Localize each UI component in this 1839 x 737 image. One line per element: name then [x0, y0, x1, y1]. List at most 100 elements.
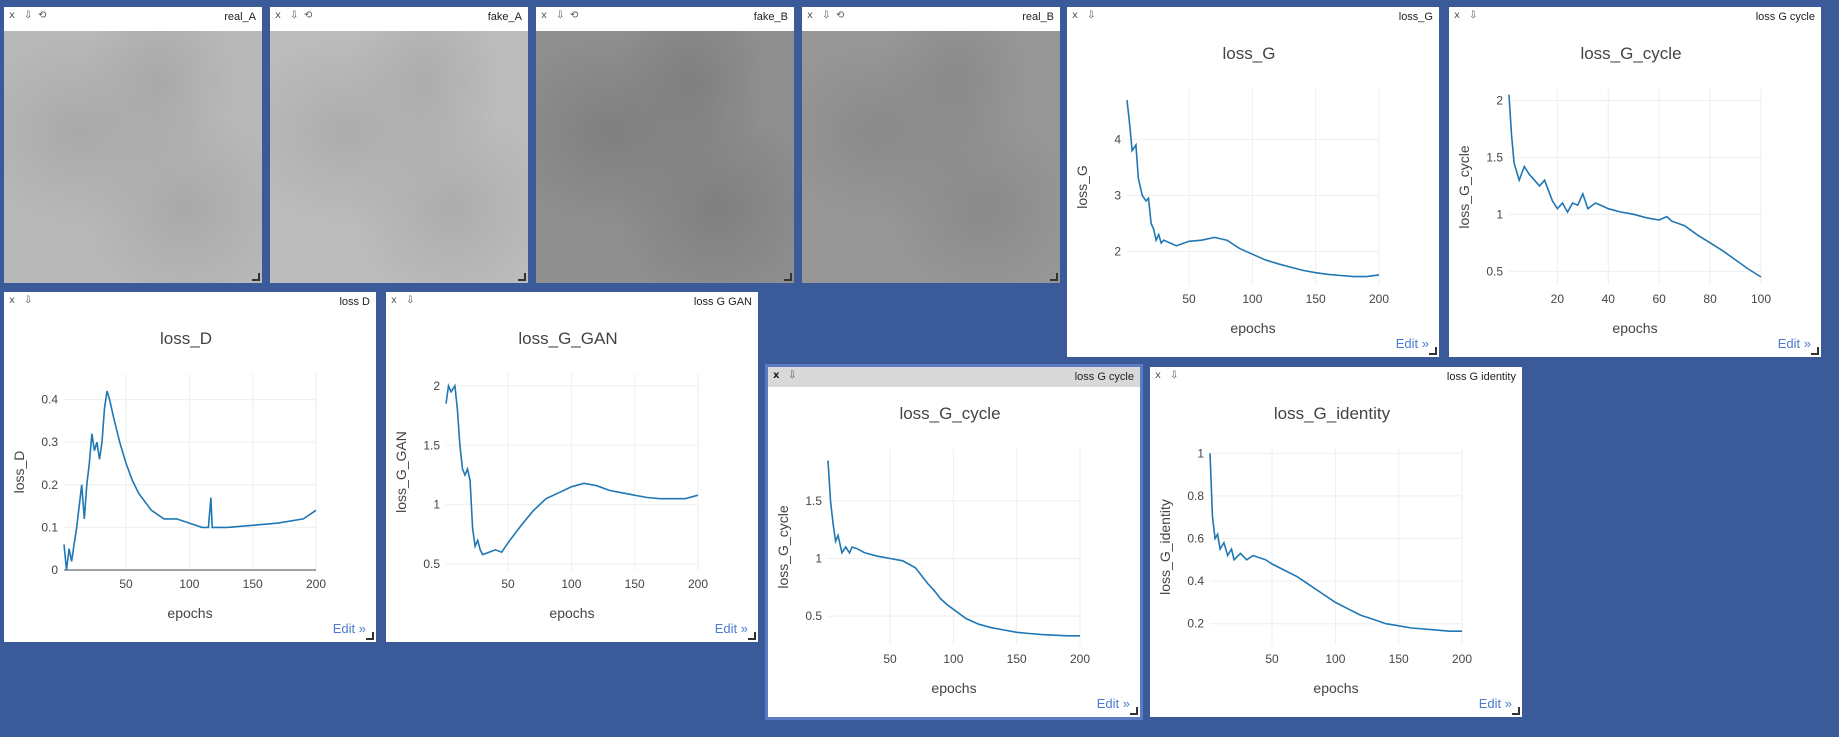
download-icon[interactable]: ⇩ — [1087, 10, 1095, 21]
x-tick-label: 50 — [119, 577, 133, 591]
close-icon[interactable]: x — [1072, 10, 1078, 21]
window-titlebar[interactable]: x ⇩ ⟲ real_A — [4, 7, 262, 27]
y-tick-label: 1 — [815, 552, 822, 566]
x-tick-label: 80 — [1703, 292, 1717, 306]
resize-handle[interactable] — [1050, 273, 1058, 281]
x-tick-label: 200 — [306, 577, 326, 591]
edit-link[interactable]: Edit » — [333, 621, 366, 636]
plot-window-loss-g[interactable]: x ⇩ loss_G loss_G 50 100 150 200 2 3 4 epochs los… — [1067, 7, 1439, 357]
x-tick-label: 100 — [1242, 292, 1262, 306]
edit-link[interactable]: Edit » — [1479, 696, 1512, 711]
x-tick-label: 100 — [561, 577, 581, 591]
loss-line — [1509, 95, 1761, 277]
close-icon[interactable]: x — [9, 295, 15, 306]
plot-window-loss-g-cycle-bottom[interactable]: x ⇩ loss G cycle loss_G_cycle 50 100 150 200… — [768, 367, 1140, 717]
image-real-a — [4, 31, 262, 283]
download-icon[interactable]: ⇩ — [1469, 10, 1477, 21]
edit-link[interactable]: Edit » — [715, 621, 748, 636]
x-tick-label: 150 — [1389, 652, 1409, 666]
image-real-b — [802, 31, 1060, 283]
download-icon[interactable]: ⇩ — [406, 295, 414, 306]
window-titlebar[interactable]: x ⇩ ⟲ fake_A — [270, 7, 528, 27]
y-tick-label: 1.5 — [1486, 150, 1503, 164]
download-icon[interactable]: ⇩ — [290, 10, 298, 21]
image-window-real-a[interactable]: x ⇩ ⟲ real_A — [4, 7, 262, 283]
edit-link[interactable]: Edit » — [1097, 696, 1130, 711]
x-tick-label: 200 — [1369, 292, 1389, 306]
y-axis-label: loss_G_GAN — [393, 431, 409, 513]
loss-line — [1127, 100, 1379, 276]
y-tick-label: 0.4 — [41, 393, 58, 407]
close-icon[interactable]: x — [773, 370, 779, 381]
close-icon[interactable]: x — [275, 10, 281, 21]
download-icon[interactable]: ⇩ — [788, 370, 796, 381]
resize-handle[interactable] — [1130, 707, 1138, 715]
resize-handle[interactable] — [748, 632, 756, 640]
image-window-real-b[interactable]: x ⇩ ⟲ real_B — [802, 7, 1060, 283]
resize-handle[interactable] — [1811, 347, 1819, 355]
close-icon[interactable]: x — [807, 10, 813, 21]
y-axis-label: loss_G_cycle — [775, 505, 791, 588]
resize-handle[interactable] — [1512, 707, 1520, 715]
chart-title: loss_G_identity — [1274, 404, 1391, 423]
window-title: loss G cycle — [1756, 11, 1815, 23]
close-icon[interactable]: x — [391, 295, 397, 306]
resize-handle[interactable] — [366, 632, 374, 640]
close-icon[interactable]: x — [541, 10, 547, 21]
x-axis-label: epochs — [1230, 320, 1275, 336]
download-icon[interactable]: ⇩ — [556, 10, 564, 21]
window-titlebar[interactable]: x ⇩ loss D — [4, 292, 376, 312]
reset-icon[interactable]: ⟲ — [38, 10, 46, 21]
y-tick-label: 1.5 — [805, 494, 822, 508]
plot-window-loss-g-cycle-top[interactable]: x ⇩ loss G cycle loss_G_cycle 20 40 60 80 100… — [1449, 7, 1821, 357]
y-axis-label: loss_G_cycle — [1456, 145, 1472, 228]
x-tick-label: 150 — [1007, 652, 1027, 666]
window-titlebar[interactable]: x ⇩ ⟲ real_B — [802, 7, 1060, 27]
window-title: loss G GAN — [694, 296, 752, 308]
close-icon[interactable]: x — [9, 10, 15, 21]
window-title: real_B — [1022, 11, 1054, 23]
y-tick-label: 4 — [1114, 132, 1121, 146]
reset-icon[interactable]: ⟲ — [836, 10, 844, 21]
y-tick-label: 2 — [1496, 93, 1503, 107]
window-titlebar[interactable]: x ⇩ loss G identity — [1150, 367, 1522, 387]
y-tick-label: 0.4 — [1187, 574, 1204, 588]
window-titlebar[interactable]: x ⇩ loss G GAN — [386, 292, 758, 312]
image-fake-b — [536, 31, 794, 283]
window-title: loss G identity — [1447, 371, 1516, 383]
window-title: loss_G — [1399, 11, 1433, 23]
resize-handle[interactable] — [784, 273, 792, 281]
resize-handle[interactable] — [1429, 347, 1437, 355]
window-titlebar[interactable]: x ⇩ loss G cycle — [1449, 7, 1821, 27]
plot-window-loss-d[interactable]: x ⇩ loss D loss_D 50 100 150 200 0 0.1 0.2 0.3 0.… — [4, 292, 376, 642]
close-icon[interactable]: x — [1454, 10, 1460, 21]
x-axis-label: epochs — [931, 680, 976, 696]
resize-handle[interactable] — [252, 273, 260, 281]
resize-handle[interactable] — [518, 273, 526, 281]
x-tick-label: 200 — [1070, 652, 1090, 666]
reset-icon[interactable]: ⟲ — [570, 10, 578, 21]
window-titlebar[interactable]: x ⇩ ⟲ fake_B — [536, 7, 794, 27]
plot-window-loss-g-identity[interactable]: x ⇩ loss G identity loss_G_identity 50 100… — [1150, 367, 1522, 717]
window-title: fake_A — [488, 11, 522, 23]
edit-link[interactable]: Edit » — [1396, 336, 1429, 351]
line-chart: loss_G_GAN 50 100 150 200 0.5 1 1.5 2 epochs loss_… — [386, 312, 758, 642]
edit-link[interactable]: Edit » — [1778, 336, 1811, 351]
close-icon[interactable]: x — [1155, 370, 1161, 381]
y-tick-label: 1.5 — [423, 438, 440, 452]
window-titlebar[interactable]: x ⇩ loss G cycle — [768, 367, 1140, 387]
image-window-fake-a[interactable]: x ⇩ ⟲ fake_A — [270, 7, 528, 283]
y-tick-label: 2 — [1114, 244, 1121, 258]
x-tick-label: 150 — [243, 577, 263, 591]
image-window-fake-b[interactable]: x ⇩ ⟲ fake_B — [536, 7, 794, 283]
reset-icon[interactable]: ⟲ — [304, 10, 312, 21]
x-tick-label: 50 — [1265, 652, 1279, 666]
download-icon[interactable]: ⇩ — [24, 295, 32, 306]
y-tick-label: 0.6 — [1187, 531, 1204, 545]
download-icon[interactable]: ⇩ — [1170, 370, 1178, 381]
plot-window-loss-g-gan[interactable]: x ⇩ loss G GAN loss_G_GAN 50 100 150 200 0.5 1… — [386, 292, 758, 642]
window-titlebar[interactable]: x ⇩ loss_G — [1067, 7, 1439, 27]
download-icon[interactable]: ⇩ — [24, 10, 32, 21]
x-axis-label: epochs — [549, 605, 594, 621]
download-icon[interactable]: ⇩ — [822, 10, 830, 21]
